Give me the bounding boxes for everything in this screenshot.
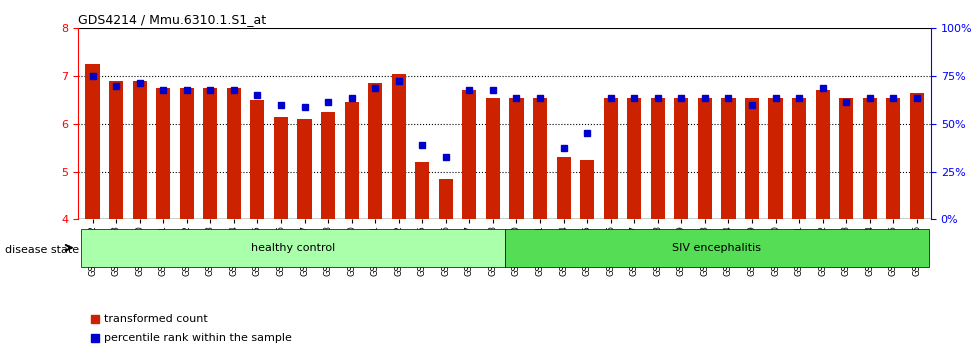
Bar [250, 100, 265, 219]
Bar [886, 98, 901, 219]
Bar [298, 119, 312, 219]
Bar [580, 160, 594, 219]
Text: GDS4214 / Mmu.6310.1.S1_at: GDS4214 / Mmu.6310.1.S1_at [78, 13, 267, 26]
Bar [557, 157, 570, 219]
Bar [132, 81, 147, 219]
Bar [768, 98, 783, 219]
Bar [109, 81, 123, 219]
Bar [368, 83, 382, 219]
Bar [156, 88, 171, 219]
Bar [416, 162, 429, 219]
Bar [651, 98, 664, 219]
Bar [674, 98, 688, 219]
Bar [345, 102, 359, 219]
Bar [862, 98, 877, 219]
Bar [698, 98, 711, 219]
Bar [533, 98, 547, 219]
Bar [721, 98, 736, 219]
Bar [486, 98, 500, 219]
Text: percentile rank within the sample: percentile rank within the sample [104, 333, 292, 343]
Bar [815, 91, 830, 219]
Bar [179, 88, 194, 219]
Bar [273, 117, 288, 219]
Bar [604, 98, 617, 219]
FancyBboxPatch shape [80, 229, 505, 267]
Bar [839, 98, 854, 219]
Bar [909, 93, 924, 219]
Bar [627, 98, 641, 219]
Bar [745, 98, 760, 219]
Text: healthy control: healthy control [251, 243, 335, 253]
Bar [321, 112, 335, 219]
Text: transformed count: transformed count [104, 314, 208, 324]
Bar [226, 88, 241, 219]
Text: SIV encephalitis: SIV encephalitis [672, 243, 761, 253]
Bar [792, 98, 807, 219]
Bar [392, 74, 406, 219]
Bar [203, 88, 218, 219]
Bar [439, 179, 453, 219]
Bar [510, 98, 523, 219]
FancyBboxPatch shape [505, 229, 929, 267]
Bar [463, 91, 476, 219]
Text: disease state: disease state [5, 245, 79, 255]
Bar [85, 64, 100, 219]
